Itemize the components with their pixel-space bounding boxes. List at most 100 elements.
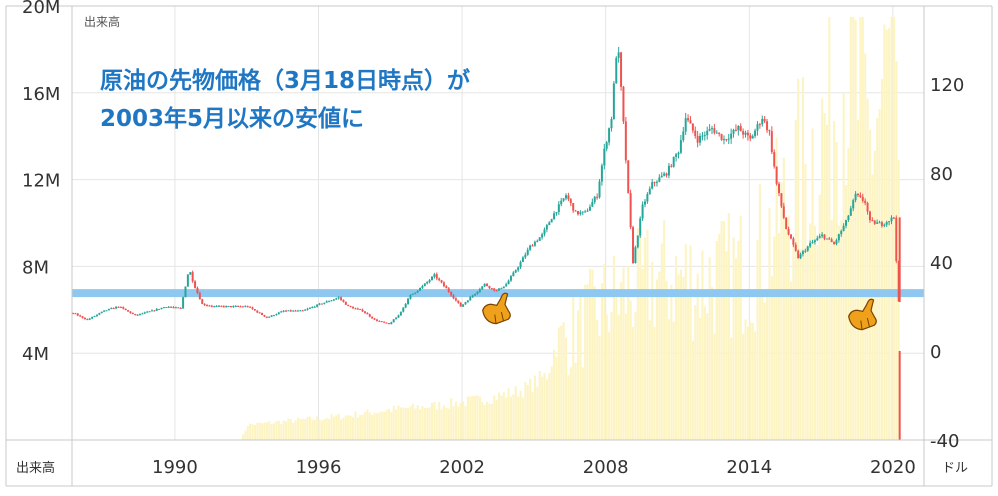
candle-body (746, 132, 749, 136)
candle-body (830, 239, 833, 243)
price-candles (72, 46, 901, 440)
candle-body (785, 217, 788, 229)
candle-body (179, 307, 182, 309)
volume-bar (402, 407, 405, 440)
candle-body (675, 154, 678, 157)
volume-bar (411, 403, 414, 440)
volume-bar (387, 408, 391, 440)
candle-body (531, 245, 534, 247)
volume-bar (572, 294, 575, 440)
candle-body (888, 221, 891, 223)
volume-bar (885, 29, 888, 440)
candle-body (129, 311, 132, 314)
candle-body (74, 313, 77, 315)
candle-body (249, 306, 252, 308)
candle-body (588, 206, 591, 211)
candle-body (258, 312, 261, 314)
volume-bar (768, 208, 771, 440)
volume-bar (852, 16, 855, 440)
volume-bar (627, 265, 630, 440)
candle-body (775, 166, 778, 184)
candle-body (538, 237, 541, 241)
candle-body (586, 210, 589, 212)
candle-body (596, 196, 599, 198)
candle-body (744, 132, 747, 135)
candle-body (165, 307, 168, 309)
volume-bar (495, 399, 498, 440)
volume-bar (280, 424, 283, 440)
volume-bar (751, 322, 754, 440)
candle-body (610, 119, 613, 129)
candle-body (160, 307, 163, 310)
volume-bar (335, 415, 338, 440)
candle-body (553, 213, 556, 220)
candle-body (737, 126, 740, 131)
candle-body (751, 136, 754, 139)
candle-body (632, 227, 635, 263)
volume-bar (775, 137, 778, 440)
volume-bar (442, 405, 446, 440)
volume-bar (600, 283, 604, 440)
candle-body (359, 309, 362, 311)
candle-body (598, 181, 601, 198)
candle-body (306, 308, 309, 310)
candle-body (835, 240, 838, 244)
candle-body (155, 308, 158, 311)
candle-body (280, 311, 283, 313)
volume-bar (655, 279, 659, 440)
volume-bar (646, 229, 649, 440)
volume-bar (457, 406, 460, 440)
volume-bar (871, 174, 874, 440)
volume-bar (452, 406, 455, 440)
candle-body (119, 306, 122, 308)
volume-bar (296, 417, 300, 440)
volume-bar (471, 396, 474, 440)
candle-body (620, 52, 623, 87)
candle-body (325, 301, 328, 303)
volume-bar (378, 412, 381, 440)
candle-body (105, 310, 108, 312)
volume-bar (328, 418, 331, 440)
volume-bar (703, 306, 706, 440)
candle-body (660, 175, 663, 178)
candle-body (811, 242, 814, 244)
volume-bar (816, 245, 819, 440)
candle-body (124, 308, 127, 311)
candle-body (184, 286, 187, 298)
candle-body (667, 165, 670, 176)
right-axis-tick-label: 40 (930, 253, 953, 274)
candle-body (268, 316, 271, 318)
volume-bar (665, 280, 668, 440)
candle-body (328, 301, 331, 303)
candle-body (801, 251, 804, 255)
candle-body (648, 188, 651, 195)
volume-bar (483, 405, 486, 440)
volume-bar (509, 396, 513, 440)
volume-bar (778, 233, 781, 440)
volume-bar (809, 223, 812, 440)
volume-bar (419, 409, 422, 440)
candle-body (478, 289, 481, 292)
volume-bar (792, 243, 795, 440)
candle-body (203, 304, 206, 306)
volume-bar (868, 129, 872, 440)
volume-bar (521, 397, 525, 440)
volume-bar (849, 16, 852, 440)
candle-body (512, 272, 515, 277)
candle-body (885, 222, 888, 225)
candle-body (414, 292, 417, 294)
volume-bar (689, 245, 692, 440)
candle-body (177, 307, 180, 309)
candle-body (864, 200, 867, 203)
candle-body (689, 120, 692, 124)
volume-bar (416, 405, 419, 440)
candle-body (708, 128, 711, 131)
volume-bar (667, 319, 671, 440)
candle-body (222, 306, 225, 308)
volume-bar (739, 215, 742, 440)
candle-body (282, 310, 285, 312)
candle-body (318, 303, 321, 305)
candle-body (730, 133, 733, 139)
volume-bar (253, 424, 256, 440)
volume-spike (898, 350, 901, 440)
